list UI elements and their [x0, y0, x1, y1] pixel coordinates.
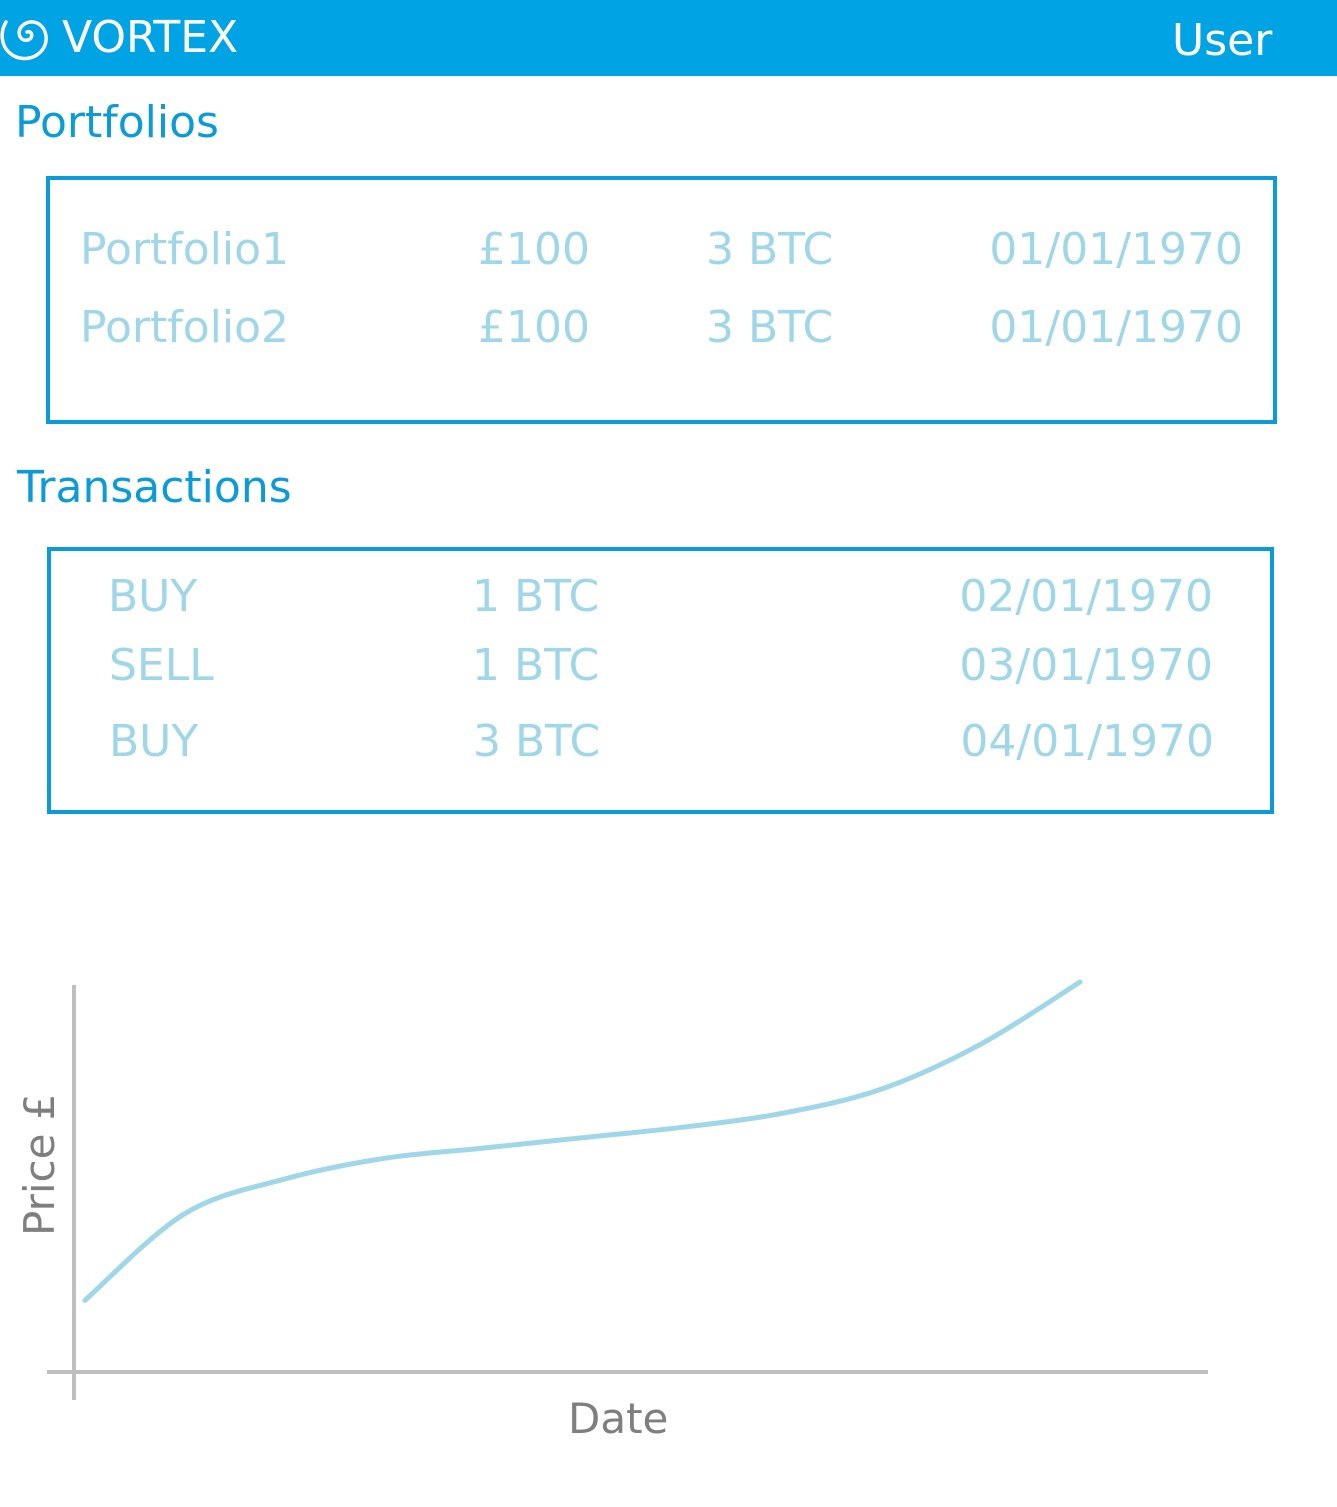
price-series-line: [82, 979, 1083, 1303]
transaction-amount: 1 BTC: [472, 640, 600, 691]
transaction-amount: 1 BTC: [472, 571, 600, 622]
transactions-title: Transactions: [17, 462, 292, 513]
top-bar: VORTEX User: [0, 0, 1337, 76]
transaction-type[interactable]: SELL: [109, 640, 214, 691]
portfolio-date: 01/01/1970: [989, 302, 1243, 353]
user-menu-link[interactable]: User: [1172, 15, 1273, 66]
portfolio-holding: 3 BTC: [706, 302, 834, 353]
transaction-date: 03/01/1970: [959, 640, 1213, 691]
transaction-date: 02/01/1970: [959, 571, 1213, 622]
y-axis-label: Price £: [15, 1093, 64, 1236]
portfolio-name[interactable]: Portfolio1: [80, 224, 289, 275]
portfolio-value: £100: [478, 224, 590, 275]
portfolio-value: £100: [478, 302, 590, 353]
x-axis-label: Date: [568, 1394, 669, 1443]
transaction-amount: 3 BTC: [473, 716, 601, 767]
app-title[interactable]: VORTEX: [62, 12, 239, 63]
portfolio-name[interactable]: Portfolio2: [80, 302, 289, 353]
portfolio-date: 01/01/1970: [989, 224, 1243, 275]
price-chart: [47, 979, 1208, 1400]
transaction-date: 04/01/1970: [960, 716, 1214, 767]
portfolios-title: Portfolios: [15, 97, 219, 148]
transactions-list: BUY 1 BTC 02/01/1970 SELL 1 BTC 03/01/19…: [47, 547, 1274, 814]
spiral-logo-icon[interactable]: [0, 10, 54, 64]
portfolio-holding: 3 BTC: [706, 224, 834, 275]
transaction-type[interactable]: BUY: [108, 571, 198, 622]
portfolios-list: Portfolio1 £100 3 BTC 01/01/1970 Portfol…: [46, 176, 1277, 424]
transaction-type[interactable]: BUY: [109, 716, 199, 767]
